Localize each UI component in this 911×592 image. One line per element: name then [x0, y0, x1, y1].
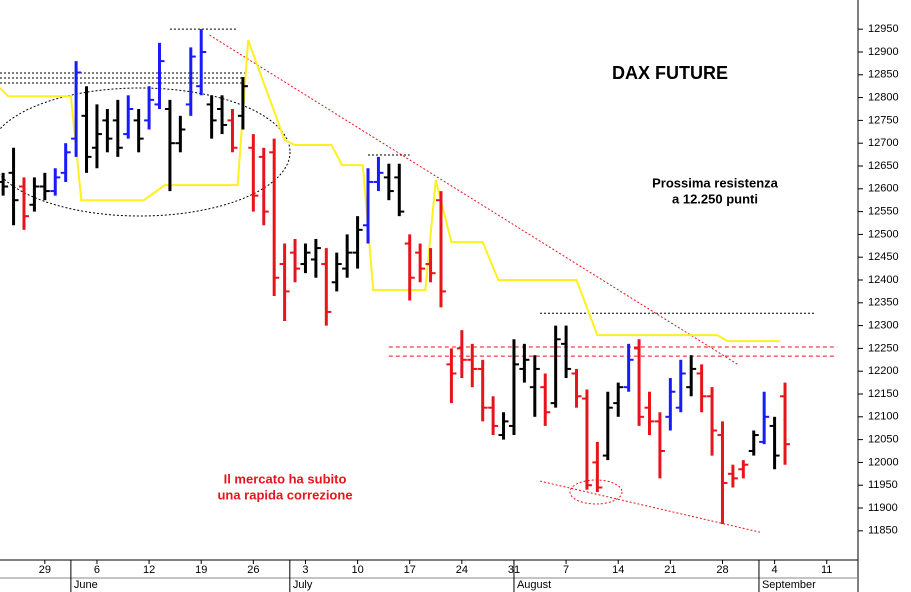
note: una rapida correzione [217, 487, 352, 502]
y-tick-label: 12050 [868, 434, 899, 446]
x-tick-label: 7 [563, 564, 569, 576]
y-tick-label: 12200 [868, 365, 899, 377]
x-tick-label: 10 [351, 564, 363, 576]
y-tick-label: 12550 [868, 206, 899, 218]
y-tick-label: 12150 [868, 388, 899, 400]
y-tick-label: 12100 [868, 411, 899, 423]
x-tick-label: 21 [664, 564, 676, 576]
y-tick-label: 11900 [868, 502, 898, 514]
x-tick-label: 28 [716, 564, 728, 576]
x-tick-label: 12 [143, 564, 155, 576]
stop-line [0, 39, 780, 343]
x-tick-label: 11 [821, 564, 832, 576]
note: Il mercato ha subito [224, 471, 347, 486]
x-tick-label: 17 [404, 564, 416, 576]
y-tick-label: 12950 [868, 23, 899, 35]
y-tick-label: 12450 [868, 251, 899, 263]
month-label: August [517, 579, 551, 591]
note: Prossima resistenza [652, 175, 779, 190]
y-tick-label: 12600 [868, 183, 899, 195]
x-tick-label: 24 [456, 564, 468, 576]
y-tick-label: 12700 [868, 137, 899, 149]
y-tick-label: 12900 [868, 46, 899, 58]
x-tick-label: 19 [195, 564, 207, 576]
month-label: September [762, 579, 816, 591]
y-tick-label: 12350 [868, 297, 899, 309]
x-tick-label: 14 [612, 564, 624, 576]
y-tick-label: 12850 [868, 69, 899, 81]
y-tick-label: 12650 [868, 160, 899, 172]
y-tick-label: 11950 [868, 479, 898, 491]
x-tick-label: 6 [94, 564, 100, 576]
x-tick-label: 26 [247, 564, 259, 576]
month-label: June [74, 579, 98, 591]
y-tick-label: 12250 [868, 342, 899, 354]
range-ellipse [0, 87, 291, 217]
y-tick-label: 12800 [868, 91, 899, 103]
y-tick-label: 12400 [868, 274, 899, 286]
month-label: July [293, 579, 313, 591]
y-tick-label: 11850 [868, 525, 898, 537]
y-tick-label: 12750 [868, 114, 899, 126]
trend-line [209, 34, 740, 366]
x-tick-label: 4 [772, 564, 778, 576]
y-tick-label: 12500 [868, 228, 899, 240]
note: a 12.250 punti [672, 191, 758, 206]
y-tick-label: 12300 [868, 320, 899, 332]
x-tick-label: 29 [39, 564, 51, 576]
y-tick-label: 12000 [868, 456, 899, 468]
x-tick-label: 3 [302, 564, 308, 576]
chart-title: DAX FUTURE [612, 63, 728, 83]
